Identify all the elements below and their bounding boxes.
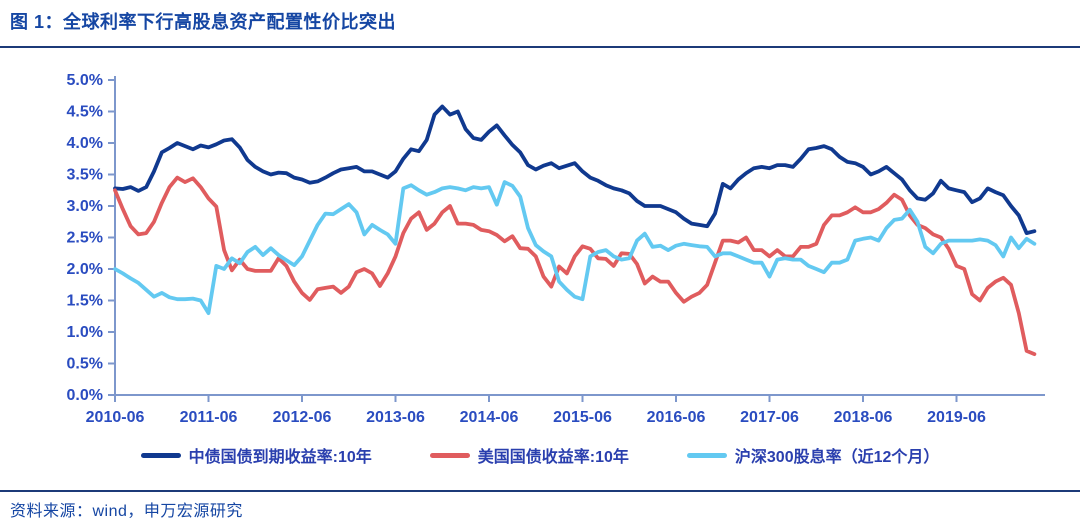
x-tick-label: 2011-06: [180, 409, 238, 425]
y-tick-label: 3.5%: [67, 167, 103, 184]
x-tick-label: 2012-06: [273, 409, 332, 425]
line-chart: 0.0% 0.5% 1.0% 1.5% 2.0% 2.5% 3.0% 3.5% 4.0% 4.5%…: [60, 65, 1050, 426]
x-tick-label: 2013-06: [366, 409, 425, 425]
legend-label-china-10y: 中债国债到期收益率:10年: [188, 449, 372, 466]
series-line-us-10y-yield: [113, 175, 1037, 357]
chart-legend: 中债国债到期收益率:10年 美国国债收益率:10年 沪深300股息率（近12个月…: [0, 444, 1080, 466]
y-tick-label: 5.0%: [67, 72, 103, 89]
x-tick-label: 2014-06: [460, 409, 519, 425]
x-tick-label: 2010-06: [86, 409, 145, 425]
x-tick-label: 2019-06: [927, 409, 986, 425]
y-tick-label: 4.0%: [67, 135, 103, 152]
y-tick-label: 2.5%: [67, 230, 103, 247]
y-tick-label: 4.5%: [67, 104, 103, 121]
legend-label-us-10y: 美国国债收益率:10年: [477, 449, 629, 466]
legend-item-china-10y: 中债国债到期收益率:10年: [140, 443, 372, 467]
y-tick-label: 3.0%: [67, 198, 103, 215]
source-note: 资料来源：wind，申万宏源研究: [10, 503, 243, 520]
x-tick-label: 2015-06: [553, 409, 612, 425]
y-tick-label: 0.5%: [67, 356, 103, 373]
legend-swatch-us-10y: [429, 452, 470, 458]
top-divider: [0, 46, 1080, 48]
y-tick-label: 1.0%: [67, 324, 103, 341]
figure-title: 图 1：全球利率下行高股息资产配置性价比突出: [10, 12, 397, 32]
series-line-china-10y-yield: [113, 104, 1037, 236]
legend-swatch-china-10y: [140, 452, 181, 458]
x-tick-label: 2016-06: [647, 409, 706, 425]
chart-canvas: 0.0% 0.5% 1.0% 1.5% 2.0% 2.5% 3.0% 3.5% 4.0% 4.5%…: [67, 72, 1045, 426]
bottom-divider: [0, 490, 1080, 492]
y-tick-label: 2.0%: [67, 261, 103, 278]
legend-label-csi300: 沪深300股息率（近12个月）: [734, 449, 940, 466]
legend-swatch-csi300: [686, 452, 727, 458]
x-tick-label: 2018-06: [834, 409, 893, 425]
series-line-csi300-dividend-yield: [113, 180, 1037, 316]
legend-item-csi300: 沪深300股息率（近12个月）: [686, 443, 940, 467]
y-tick-label: 0.0%: [67, 387, 103, 404]
legend-item-us-10y: 美国国债收益率:10年: [429, 443, 629, 467]
y-tick-label: 1.5%: [67, 293, 103, 310]
x-tick-label: 2017-06: [740, 409, 799, 425]
